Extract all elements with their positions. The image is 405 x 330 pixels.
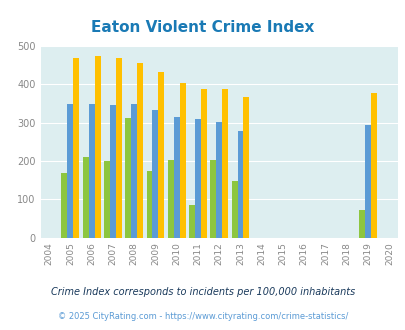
Bar xyxy=(125,118,131,238)
Bar xyxy=(61,173,67,238)
Bar xyxy=(231,181,237,238)
Text: Eaton Violent Crime Index: Eaton Violent Crime Index xyxy=(91,20,314,35)
Bar xyxy=(83,157,88,238)
Bar xyxy=(73,58,79,238)
Bar xyxy=(167,159,173,238)
Bar xyxy=(137,63,143,238)
Bar xyxy=(189,205,194,238)
Bar xyxy=(364,125,370,238)
Bar xyxy=(370,92,376,238)
Bar xyxy=(110,105,115,238)
Bar xyxy=(216,122,222,238)
Bar xyxy=(146,171,152,238)
Text: © 2025 CityRating.com - https://www.cityrating.com/crime-statistics/: © 2025 CityRating.com - https://www.city… xyxy=(58,312,347,321)
Bar xyxy=(158,72,164,238)
Bar xyxy=(194,119,200,238)
Bar xyxy=(210,159,216,238)
Text: Crime Index corresponds to incidents per 100,000 inhabitants: Crime Index corresponds to incidents per… xyxy=(51,287,354,297)
Bar xyxy=(173,117,179,238)
Bar xyxy=(200,89,207,238)
Bar xyxy=(94,56,100,238)
Bar xyxy=(237,131,243,238)
Bar xyxy=(115,58,122,238)
Bar xyxy=(131,104,137,238)
Bar xyxy=(222,89,228,238)
Bar xyxy=(179,82,185,238)
Bar xyxy=(88,104,94,238)
Bar xyxy=(67,104,73,238)
Bar xyxy=(152,110,158,238)
Bar xyxy=(104,161,110,238)
Bar xyxy=(243,97,249,238)
Bar xyxy=(358,210,364,238)
